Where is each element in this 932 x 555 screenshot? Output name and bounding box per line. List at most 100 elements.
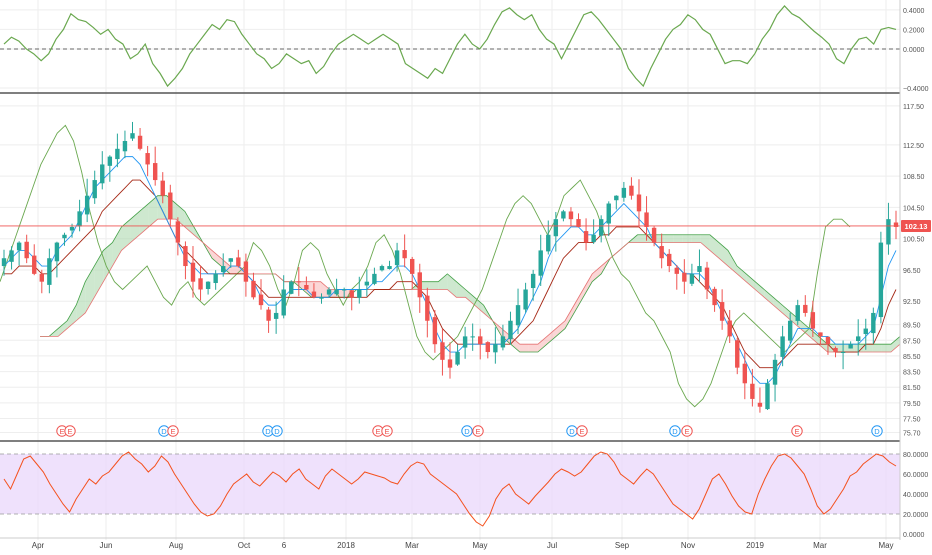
candle-body[interactable] <box>455 352 460 365</box>
candle-body[interactable] <box>682 272 687 282</box>
candle-body[interactable] <box>636 194 642 212</box>
candle-body[interactable] <box>840 352 846 354</box>
candle-body[interactable] <box>62 234 67 239</box>
event-marker-circle[interactable] <box>681 425 693 437</box>
dividend-marker[interactable]: D <box>566 425 578 437</box>
candle-body[interactable] <box>115 148 120 160</box>
earnings-marker[interactable]: E <box>381 425 393 437</box>
candle-body[interactable] <box>462 336 468 348</box>
candle-body[interactable] <box>243 261 249 282</box>
candle-body[interactable] <box>236 257 241 267</box>
candle-body[interactable] <box>432 317 438 345</box>
candle-body[interactable] <box>689 273 695 284</box>
earnings-marker[interactable]: E <box>791 425 803 437</box>
candle-body[interactable] <box>266 309 271 321</box>
candle-body[interactable] <box>296 281 302 283</box>
candle-body[interactable] <box>39 273 44 282</box>
event-marker-circle[interactable] <box>271 425 283 437</box>
candle-body[interactable] <box>629 185 634 196</box>
candle-body[interactable] <box>742 363 748 384</box>
candle-body[interactable] <box>863 328 868 335</box>
candle-body[interactable] <box>893 222 899 227</box>
candle-body[interactable] <box>349 290 354 298</box>
dividend-marker[interactable]: D <box>669 425 681 437</box>
candle-body[interactable] <box>9 250 14 262</box>
candle-body[interactable] <box>198 278 203 290</box>
candle-body[interactable] <box>213 273 218 284</box>
candle-body[interactable] <box>357 289 362 298</box>
candle-body[interactable] <box>735 340 740 368</box>
event-marker-circle[interactable] <box>167 425 179 437</box>
candle-body[interactable] <box>394 250 400 266</box>
earnings-marker[interactable]: E <box>576 425 588 437</box>
candle-body[interactable] <box>326 289 332 295</box>
dividend-marker[interactable]: D <box>262 425 274 437</box>
candle-body[interactable] <box>372 273 377 284</box>
candle-body[interactable] <box>183 246 188 267</box>
candle-body[interactable] <box>379 266 385 271</box>
candle-body[interactable] <box>341 289 347 291</box>
candle-body[interactable] <box>122 140 128 152</box>
candle-body[interactable] <box>833 347 838 353</box>
dividend-marker[interactable]: D <box>271 425 283 437</box>
earnings-marker[interactable]: E <box>64 425 76 437</box>
earnings-marker[interactable]: E <box>472 425 484 437</box>
candle-body[interactable] <box>674 267 679 274</box>
candle-body[interactable] <box>417 272 422 298</box>
candle-body[interactable] <box>878 242 884 318</box>
candle-body[interactable] <box>546 234 551 252</box>
candle-body[interactable] <box>697 266 702 272</box>
candle-body[interactable] <box>1 258 7 267</box>
candle-body[interactable] <box>32 255 37 274</box>
candle-body[interactable] <box>667 253 672 267</box>
candle-body[interactable] <box>538 250 543 276</box>
dividend-marker[interactable]: D <box>871 425 883 437</box>
candle-body[interactable] <box>493 344 498 353</box>
lagging-span[interactable] <box>0 124 851 408</box>
candle-body[interactable] <box>886 219 891 245</box>
candle-body[interactable] <box>561 211 566 219</box>
candle-body[interactable] <box>54 242 60 262</box>
candle-body[interactable] <box>190 262 196 282</box>
earnings-marker[interactable]: E <box>681 425 693 437</box>
candle-body[interactable] <box>289 281 294 294</box>
candle-body[interactable] <box>803 304 808 313</box>
candle-body[interactable] <box>757 402 763 407</box>
candle-body[interactable] <box>810 312 816 329</box>
candle-body[interactable] <box>712 288 717 306</box>
candle-body[interactable] <box>24 241 29 259</box>
candle-body[interactable] <box>334 289 339 295</box>
candle-body[interactable] <box>228 258 233 262</box>
rsi-pane[interactable] <box>0 451 900 527</box>
candle-body[interactable] <box>795 305 800 321</box>
candle-body[interactable] <box>576 219 581 227</box>
candle-body[interactable] <box>175 221 181 243</box>
candle-body[interactable] <box>818 332 823 337</box>
candle-body[interactable] <box>727 320 732 337</box>
candle-body[interactable] <box>583 231 589 243</box>
leading-span-a[interactable] <box>40 195 901 353</box>
candle-body[interactable] <box>258 294 264 306</box>
candle-body[interactable] <box>614 195 619 201</box>
candle-body[interactable] <box>848 344 853 349</box>
candle-body[interactable] <box>644 212 649 227</box>
candle-body[interactable] <box>772 359 778 385</box>
candle-body[interactable] <box>591 234 596 243</box>
candle-body[interactable] <box>160 180 165 196</box>
candle-body[interactable] <box>508 320 513 340</box>
base-line[interactable] <box>4 179 897 369</box>
candle-body[interactable] <box>137 135 143 149</box>
candle-body[interactable] <box>568 211 574 220</box>
candle-body[interactable] <box>221 266 226 273</box>
price-scale[interactable]: 0.4000 0.2000 0.0000 −0.4000 117.50 112.50 108… <box>899 0 932 550</box>
candle-body[interactable] <box>273 312 279 319</box>
event-marker-circle[interactable] <box>64 425 76 437</box>
candle-body[interactable] <box>704 267 710 290</box>
candle-body[interactable] <box>425 295 430 321</box>
candle-body[interactable] <box>530 273 536 289</box>
candle-body[interactable] <box>16 242 22 251</box>
candle-body[interactable] <box>780 336 785 357</box>
candle-body[interactable] <box>92 180 97 199</box>
